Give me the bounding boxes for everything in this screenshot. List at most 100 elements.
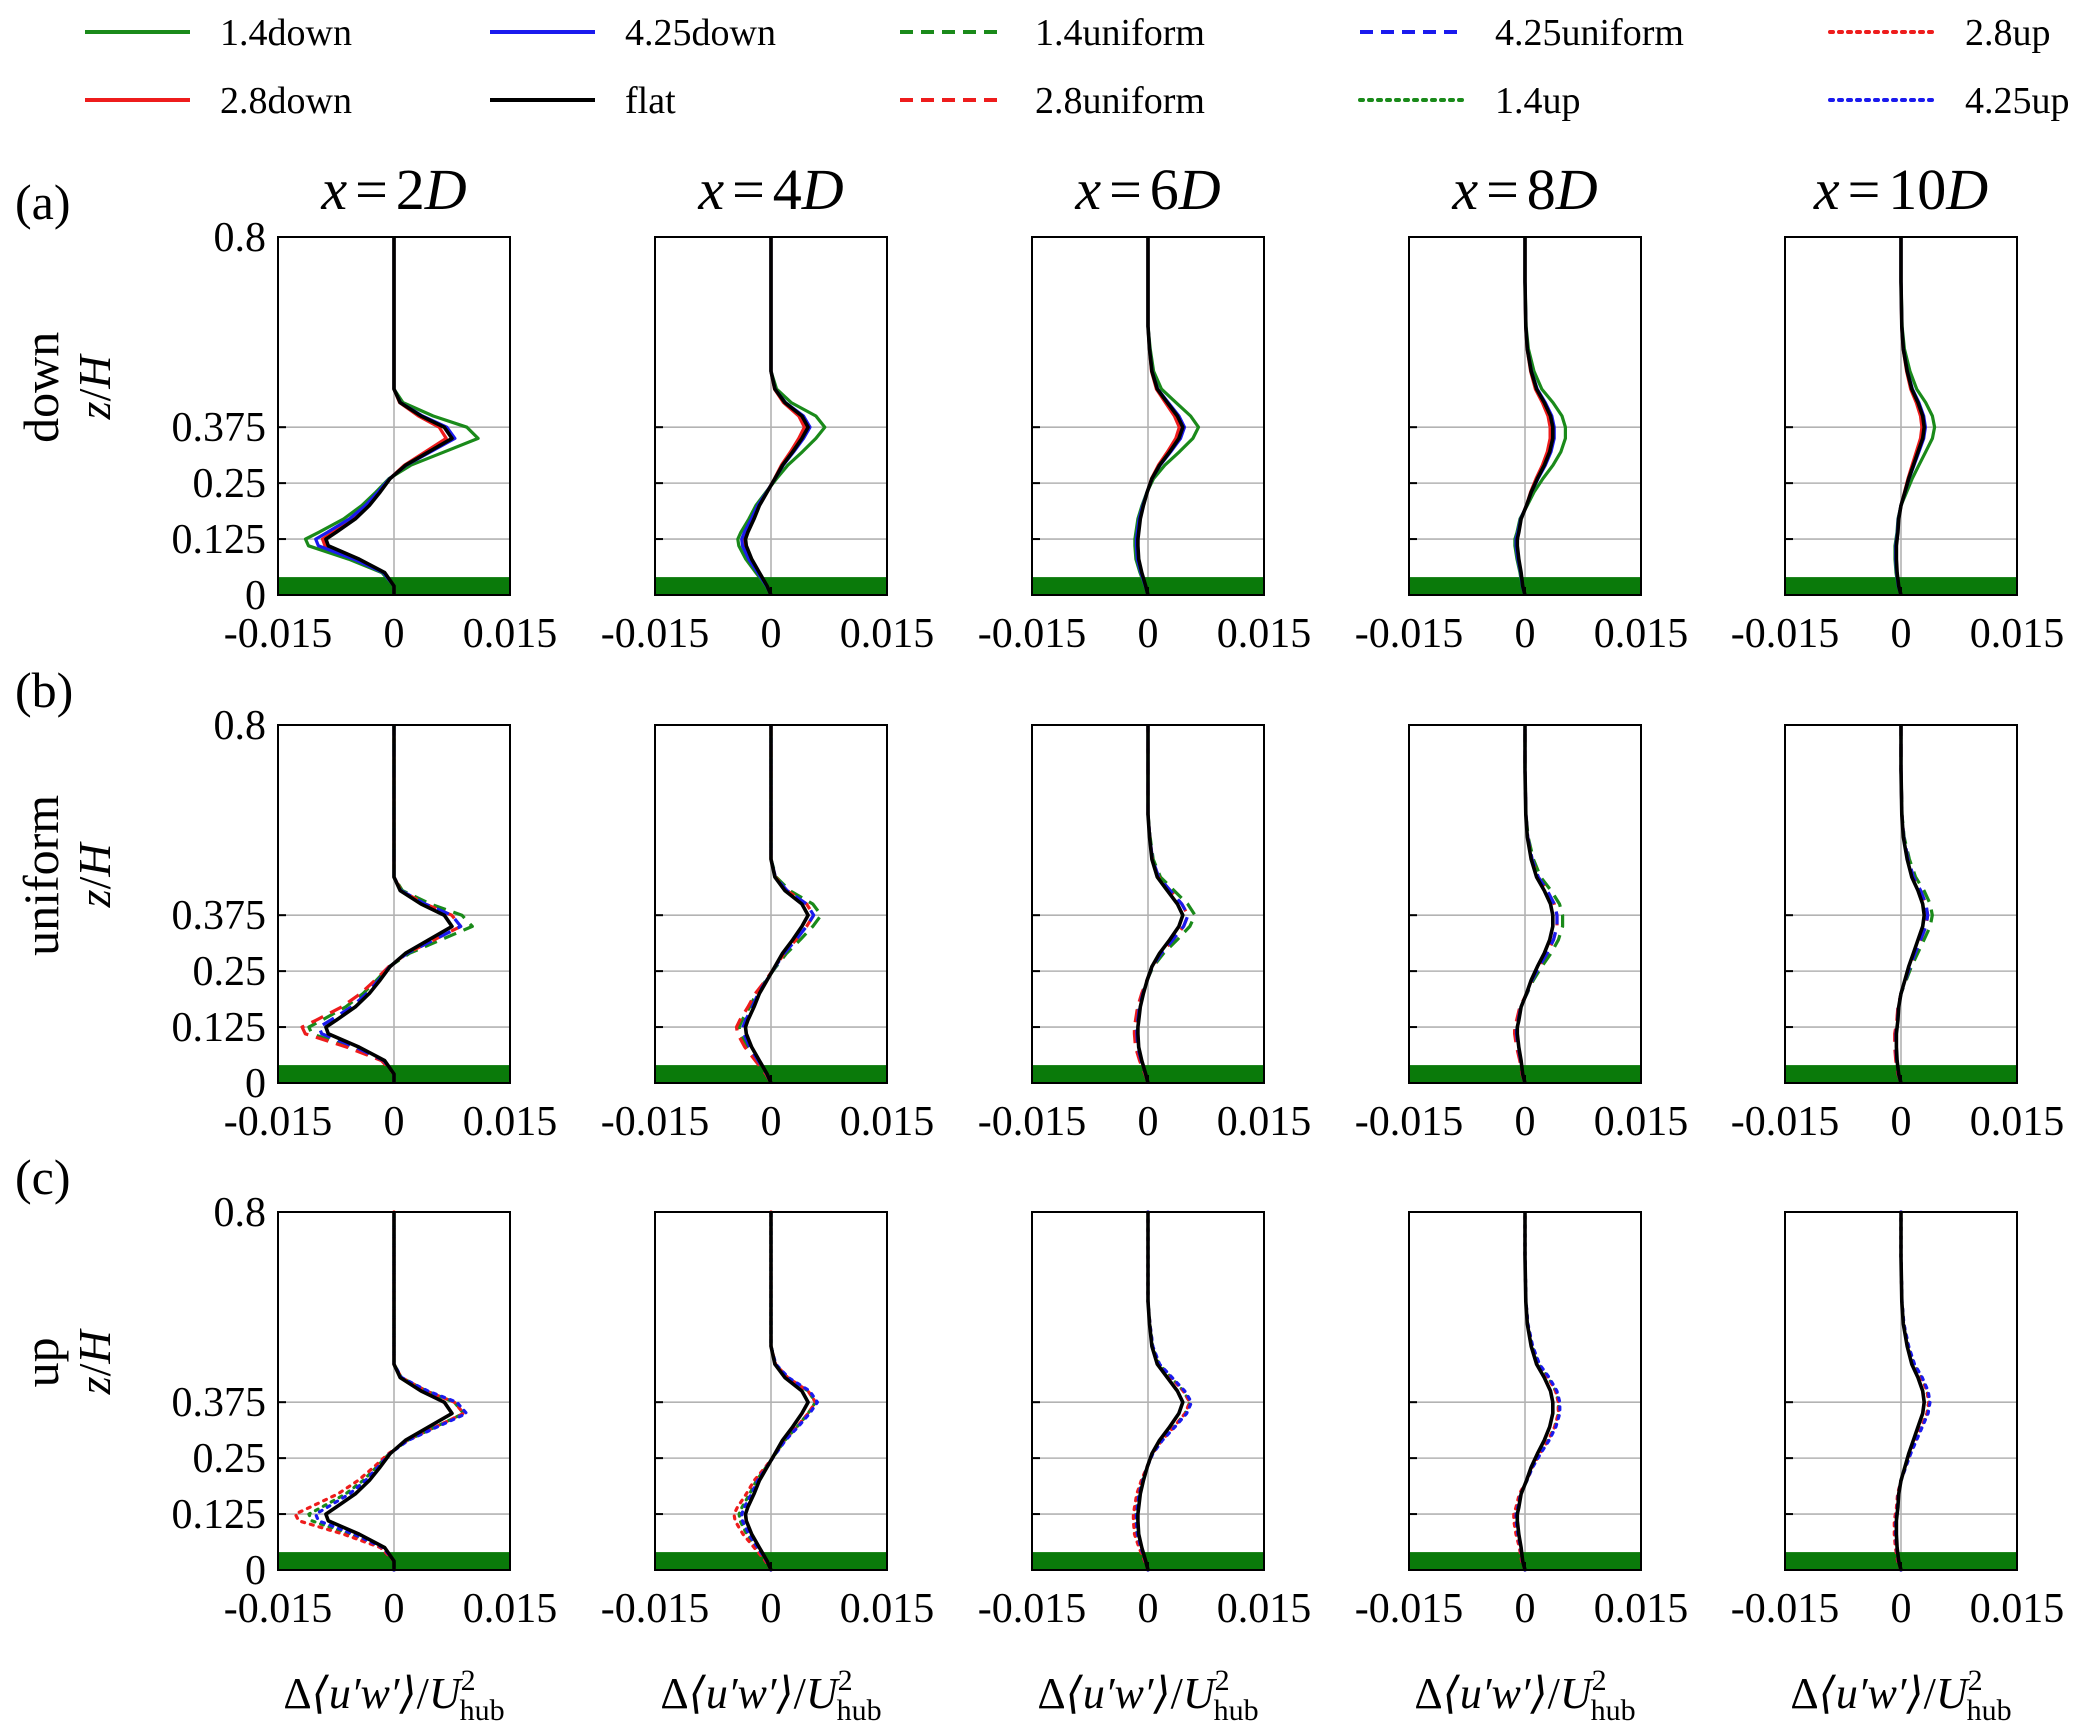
legend-label: 4.25up bbox=[1965, 80, 2070, 122]
legend-label: 1.4up bbox=[1495, 80, 1581, 122]
y-tick-label: 0.125 bbox=[172, 517, 267, 563]
xlabel-delta: Δ bbox=[660, 1669, 688, 1718]
series-line-1.4down bbox=[736, 237, 827, 596]
x-tick-label: 0 bbox=[761, 1586, 782, 1632]
series-line-2.8up bbox=[1131, 1210, 1192, 1572]
xlabel-quantity: ⟨u′w′⟩ bbox=[1066, 1669, 1171, 1718]
xlabel-u: U bbox=[1936, 1669, 1971, 1718]
xlabel-sub: hub bbox=[460, 1694, 505, 1722]
x-tick-label: -0.015 bbox=[601, 1099, 710, 1145]
ylabel-h: H bbox=[69, 841, 120, 878]
series-line-2.8down bbox=[320, 237, 448, 595]
xlabel-sub: hub bbox=[837, 1694, 882, 1722]
column-var: x bbox=[697, 157, 724, 222]
panel-up-4: -0.015 0 0.015 Δ⟨u′w′⟩/U2 hub bbox=[1355, 1210, 1689, 1722]
x-tick-label: -0.015 bbox=[1355, 611, 1464, 657]
xlabel-sup: 2 bbox=[1592, 1664, 1607, 1697]
xlabel-quantity: ⟨u′w′⟩ bbox=[1819, 1669, 1924, 1718]
panel-grid: (a)down z/Hx = 2D-0.015 0 0.01500.1250.250.37… bbox=[13, 157, 2064, 1722]
ground-band bbox=[1785, 1065, 2017, 1083]
y-tick-label: 0.25 bbox=[193, 1436, 267, 1482]
y-tick-label: 0.8 bbox=[214, 703, 267, 749]
legend-entry: 1.4uniform bbox=[900, 12, 1205, 54]
column-unit: D bbox=[1945, 157, 1988, 222]
series-line-2.8down bbox=[742, 237, 807, 596]
panel-up-3: -0.015 0 0.015 Δ⟨u′w′⟩/U2 hub bbox=[978, 1210, 1311, 1722]
x-tick-label: 0.015 bbox=[463, 1099, 558, 1145]
x-tick-label: 0.015 bbox=[1970, 611, 2065, 657]
x-tick-label: 0 bbox=[1891, 1586, 1912, 1632]
x-tick-label: 0 bbox=[384, 1099, 405, 1145]
xlabel-delta: Δ bbox=[1414, 1669, 1442, 1718]
legend-entry: 1.4down bbox=[85, 12, 352, 54]
series-line-1.4down bbox=[1133, 237, 1201, 596]
column-title: x = 4D bbox=[697, 157, 843, 222]
column-var: x bbox=[1813, 157, 1840, 222]
legend-entry: 4.25uniform bbox=[1360, 12, 1684, 54]
x-axis-title: Δ⟨u′w′⟩/U2 hub bbox=[1414, 1664, 1635, 1722]
y-axis-label: uniform z/H bbox=[13, 795, 120, 956]
y-tick-label: 0.125 bbox=[172, 1492, 267, 1538]
column-var: x bbox=[1074, 157, 1101, 222]
y-axis-label: up z/H bbox=[13, 1328, 120, 1396]
column-title: x = 6D bbox=[1074, 157, 1220, 222]
column-num: 8 bbox=[1527, 157, 1556, 222]
x-tick-label: 0.015 bbox=[1594, 611, 1689, 657]
x-tick-label: -0.015 bbox=[601, 611, 710, 657]
ground-band bbox=[1032, 1552, 1264, 1570]
panel-down-5: x = 10D -0.015 0 0.015 bbox=[1731, 157, 2065, 657]
x-tick-label: 0.015 bbox=[1594, 1586, 1689, 1632]
xlabel-u: U bbox=[429, 1669, 464, 1718]
legend-label: 1.4down bbox=[220, 12, 352, 54]
panel-uniform-3: -0.015 0 0.015 bbox=[978, 724, 1311, 1145]
row-name: up bbox=[13, 1337, 69, 1387]
panel-up-2: -0.015 0 0.015 Δ⟨u′w′⟩/U2 hub bbox=[601, 1210, 934, 1722]
ground-band bbox=[1409, 1065, 1641, 1083]
x-tick-label: -0.015 bbox=[1731, 1099, 1840, 1145]
ground-band bbox=[655, 1552, 887, 1570]
series-line-2.8down bbox=[1515, 237, 1552, 596]
y-tick-label: 0.25 bbox=[193, 949, 267, 995]
xlabel-sup: 2 bbox=[461, 1664, 476, 1697]
x-tick-label: 0.015 bbox=[840, 611, 935, 657]
column-eq: = bbox=[355, 157, 388, 222]
legend-entry: 4.25up bbox=[1828, 80, 2070, 122]
series-line-flat bbox=[1136, 725, 1185, 1084]
xlabel-slash: / bbox=[1548, 1669, 1561, 1718]
xlabel-slash: / bbox=[417, 1669, 430, 1718]
panel-down-2: x = 4D -0.015 0 0.015 bbox=[601, 157, 935, 657]
x-tick-label: 0 bbox=[1138, 611, 1159, 657]
legend-entry: 2.8up bbox=[1828, 12, 2051, 54]
series-line-flat bbox=[324, 237, 454, 595]
column-var: x bbox=[320, 157, 347, 222]
y-axis-title: z/H bbox=[69, 841, 120, 909]
legend-label: 2.8up bbox=[1965, 12, 2051, 54]
x-tick-label: -0.015 bbox=[1355, 1586, 1464, 1632]
panel-uniform-4: -0.015 0 0.015 bbox=[1355, 724, 1689, 1145]
x-tick-label: 0.015 bbox=[1594, 1099, 1689, 1145]
column-title: x = 2D bbox=[320, 157, 466, 222]
column-title: x = 8D bbox=[1451, 157, 1597, 222]
ground-band bbox=[655, 577, 887, 595]
panel-uniform-2: -0.015 0 0.015 bbox=[601, 724, 934, 1145]
xlabel-slash: / bbox=[794, 1669, 807, 1718]
series-line-4.25uniform bbox=[317, 725, 463, 1083]
column-unit: D bbox=[801, 157, 844, 222]
series-line-flat bbox=[1515, 725, 1555, 1084]
x-tick-label: 0.015 bbox=[1217, 611, 1312, 657]
series-line-flat bbox=[1894, 1212, 1926, 1571]
x-tick-label: -0.015 bbox=[978, 1586, 1087, 1632]
series-line-flat bbox=[1894, 725, 1926, 1084]
y-tick-label: 0.8 bbox=[214, 1190, 267, 1236]
legend-entry: flat bbox=[490, 80, 676, 122]
x-tick-label: 0 bbox=[1138, 1586, 1159, 1632]
x-tick-label: -0.015 bbox=[601, 1586, 710, 1632]
series-line-flat bbox=[1136, 237, 1185, 596]
column-title: x = 10D bbox=[1813, 157, 1988, 222]
xlabel-sub: hub bbox=[1967, 1694, 2012, 1722]
xlabel-delta: Δ bbox=[1037, 1669, 1065, 1718]
column-var: x bbox=[1451, 157, 1478, 222]
legend-entry: 2.8uniform bbox=[900, 80, 1205, 122]
x-tick-label: -0.015 bbox=[224, 611, 333, 657]
